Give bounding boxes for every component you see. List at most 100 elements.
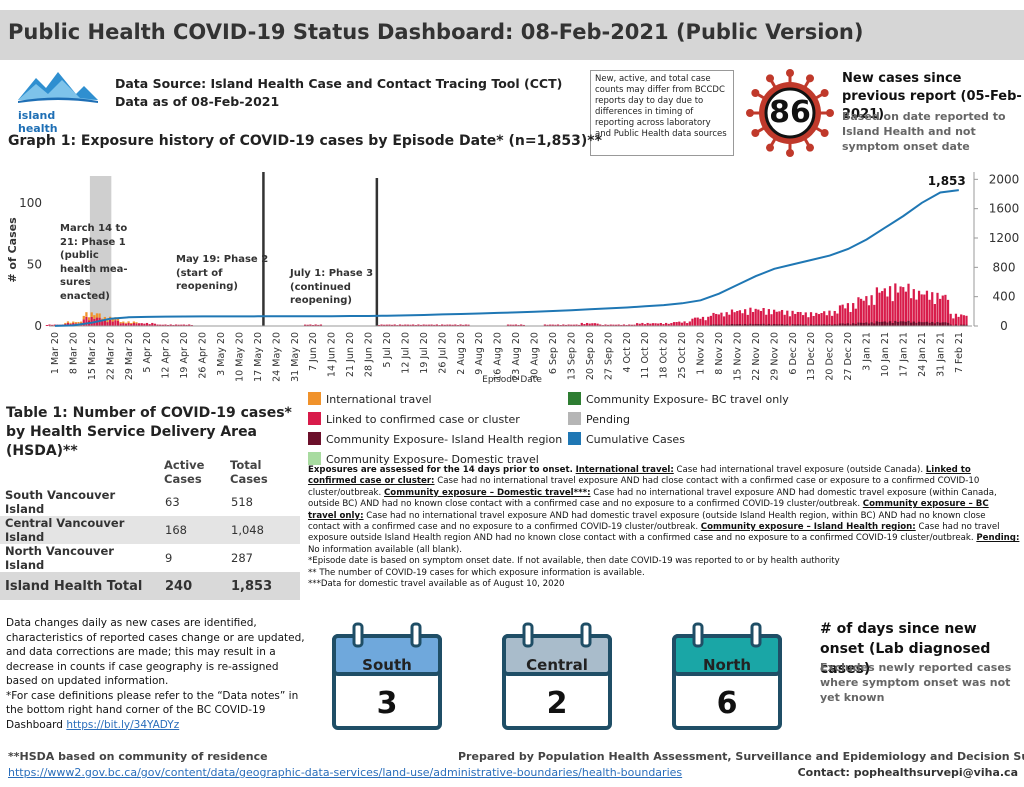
bar-linked bbox=[390, 324, 394, 326]
bar-linked bbox=[549, 324, 552, 326]
bar-linked bbox=[106, 322, 109, 326]
new-cases-subtitle: Based on date reported to Island Health … bbox=[842, 110, 1006, 153]
bar-linked bbox=[612, 324, 615, 326]
bar-island-health bbox=[907, 320, 910, 326]
phase2-label: May 19: Phase 2 (start of reopening) bbox=[176, 254, 269, 292]
col-active: Active Cases bbox=[164, 458, 205, 486]
bar-linked bbox=[562, 324, 565, 326]
bar-linked bbox=[628, 324, 631, 326]
bar-international bbox=[116, 318, 120, 321]
hsda-note: **HSDA based on community of residence bbox=[8, 750, 268, 763]
data-change-notes: Data changes daily as new cases are iden… bbox=[6, 617, 305, 731]
bar-linked bbox=[467, 324, 470, 326]
island-health-logo: island health bbox=[18, 70, 98, 135]
bar-island-health bbox=[960, 324, 963, 326]
bar-linked bbox=[915, 299, 918, 326]
x-tick-label: 11 Oct 20 bbox=[640, 332, 651, 379]
x-tick-label: 6 Sep 20 bbox=[548, 332, 559, 374]
bar-island-health bbox=[931, 321, 934, 326]
bar-island-health bbox=[794, 324, 797, 326]
bar-island-health bbox=[962, 324, 965, 326]
bar-international bbox=[106, 320, 109, 323]
x-tick-label: 26 Apr 20 bbox=[198, 332, 209, 379]
bar-linked bbox=[707, 316, 710, 326]
bar-international bbox=[93, 315, 96, 319]
bar-linked bbox=[865, 296, 868, 326]
bar-island-health bbox=[865, 322, 868, 326]
bar-linked bbox=[633, 324, 636, 326]
legend-left: International travel Linked to confirmed… bbox=[308, 392, 562, 466]
bar-island-health bbox=[809, 324, 813, 326]
bar-linked bbox=[135, 323, 138, 326]
bar-international bbox=[90, 312, 93, 317]
contact-email: Contact: pophealthsurvepi@viha.ca bbox=[797, 766, 1018, 779]
x-tick-label: 5 Apr 20 bbox=[142, 332, 153, 373]
bar-linked bbox=[596, 323, 599, 326]
bar-linked bbox=[580, 322, 583, 326]
bar-linked bbox=[522, 324, 525, 326]
bar-linked bbox=[857, 297, 860, 326]
legend-cumulative: Cumulative Cases bbox=[568, 432, 789, 446]
bar-linked bbox=[699, 318, 702, 326]
bar-island-health bbox=[720, 324, 723, 326]
bar-island-health bbox=[738, 324, 741, 326]
bar-linked bbox=[614, 324, 618, 326]
x-tick-label: 1 Nov 20 bbox=[696, 332, 707, 375]
bar-linked bbox=[111, 321, 114, 326]
bar-linked bbox=[517, 324, 520, 326]
new-cases-title: New cases since previous report (05-Feb-… bbox=[842, 71, 1022, 122]
bar-linked bbox=[686, 323, 689, 326]
x-tick-label: 5 Jul 20 bbox=[382, 332, 393, 368]
y2-tick-label: 400 bbox=[993, 290, 1016, 304]
table-total-row: Island Health Total 240 1,853 bbox=[0, 572, 300, 600]
bar-linked bbox=[169, 324, 172, 326]
legend-pending: Pending bbox=[568, 412, 789, 426]
bar-linked bbox=[812, 315, 815, 326]
health-boundaries-link[interactable]: https://www2.gov.bc.ca/gov/content/data/… bbox=[8, 766, 683, 779]
bar-linked bbox=[314, 324, 317, 326]
x-tick-label: 18 Oct 20 bbox=[659, 332, 670, 379]
bar-island-health bbox=[944, 322, 947, 326]
bar-island-health bbox=[812, 324, 815, 326]
bar-linked bbox=[385, 324, 388, 326]
bar-island-health bbox=[891, 323, 894, 326]
bar-linked bbox=[138, 323, 141, 326]
x-tick-label: 13 Dec 20 bbox=[806, 332, 817, 381]
bar-island-health bbox=[857, 322, 860, 326]
virus-icon bbox=[746, 69, 834, 157]
x-tick-label: 2 Aug 20 bbox=[456, 332, 467, 375]
bar-island-health bbox=[765, 324, 768, 326]
bar-linked bbox=[66, 322, 70, 326]
bar-linked bbox=[130, 323, 133, 326]
bar-linked bbox=[427, 324, 431, 326]
bar-island-health bbox=[730, 324, 734, 326]
bar-linked bbox=[132, 322, 135, 326]
bar-linked bbox=[85, 316, 88, 326]
legend-right: Community Exposure- BC travel only Pendi… bbox=[568, 392, 789, 446]
bar-island-health bbox=[883, 321, 886, 326]
bar-linked bbox=[912, 289, 915, 326]
dashboard-link[interactable]: https://bit.ly/34YADYz bbox=[66, 718, 180, 731]
bar-island-health bbox=[749, 323, 752, 326]
bar-island-health bbox=[817, 324, 821, 326]
bar-linked bbox=[464, 324, 467, 326]
bar-international bbox=[132, 321, 135, 323]
bar-linked bbox=[775, 311, 778, 326]
bar-linked bbox=[636, 323, 639, 326]
x-tick-label: 31 May 20 bbox=[290, 332, 301, 382]
bar-island-health bbox=[928, 322, 931, 326]
x-tick-label: 10 May 20 bbox=[234, 332, 245, 382]
bar-linked bbox=[591, 323, 594, 326]
table-row: Central Vancouver Island 168 1,048 bbox=[0, 516, 300, 544]
bar-linked bbox=[952, 318, 955, 326]
bar-linked bbox=[377, 324, 381, 326]
bar-linked bbox=[807, 317, 810, 326]
bar-linked bbox=[630, 324, 633, 326]
y-tick-label: 0 bbox=[34, 319, 42, 333]
bar-linked bbox=[53, 324, 56, 326]
bar-island-health bbox=[709, 324, 713, 326]
bar-island-health bbox=[828, 324, 831, 326]
x-tick-label: 21 Jun 20 bbox=[345, 332, 356, 377]
bar-linked bbox=[925, 290, 929, 326]
bar-island-health bbox=[825, 324, 828, 326]
